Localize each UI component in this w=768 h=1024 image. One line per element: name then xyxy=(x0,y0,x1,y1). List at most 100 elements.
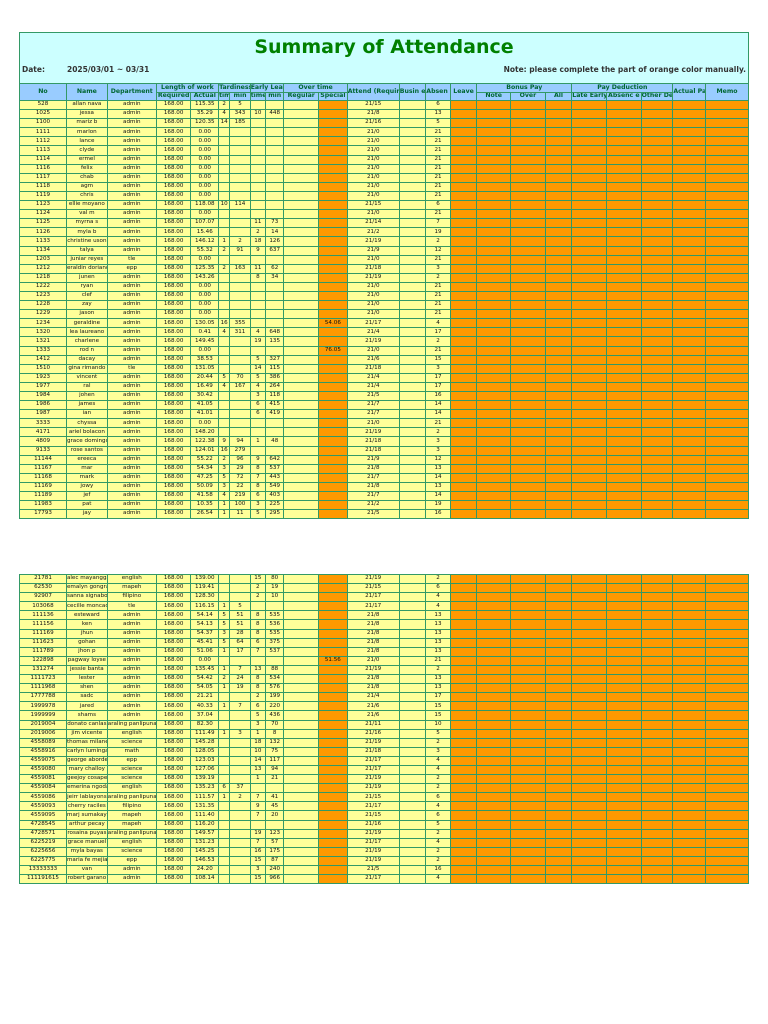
cell-bonus-over[interactable] xyxy=(510,400,546,411)
cell-overtime-special[interactable] xyxy=(318,309,348,320)
cell-deduction-absence[interactable] xyxy=(605,710,642,721)
cell-actual[interactable]: 131.05 xyxy=(190,363,220,374)
cell-actual-pay[interactable] xyxy=(672,746,706,757)
cell-early-min[interactable]: 34 xyxy=(265,272,285,283)
cell-other-deduction[interactable] xyxy=(640,619,674,630)
cell-attend[interactable]: 21/17 xyxy=(346,601,400,612)
cell-business-trip[interactable] xyxy=(398,601,427,612)
cell-late-early-leave[interactable] xyxy=(571,227,607,238)
cell-tardiness-min[interactable]: 3 xyxy=(229,728,251,739)
cell-no[interactable]: 1116 xyxy=(19,163,67,174)
cell-leave[interactable] xyxy=(449,710,478,721)
cell-required[interactable]: 168.00 xyxy=(155,418,192,429)
cell-early-min[interactable]: 118 xyxy=(265,390,285,402)
cell-deduction-absence[interactable] xyxy=(605,263,642,274)
cell-actual-pay[interactable] xyxy=(672,801,706,812)
cell-leave[interactable] xyxy=(449,610,478,621)
cell-tardiness-time[interactable] xyxy=(218,290,231,302)
cell-overtime-regular[interactable] xyxy=(283,272,320,283)
cell-bonus-over[interactable] xyxy=(510,109,546,120)
cell-early-time[interactable]: 3 xyxy=(249,390,267,402)
cell-business-trip[interactable] xyxy=(398,828,427,839)
cell-bonus-note[interactable] xyxy=(476,637,511,648)
cell-memo[interactable] xyxy=(705,381,749,393)
cell-attend[interactable]: 21/6 xyxy=(346,701,400,712)
cell-name[interactable]: ryan xyxy=(65,281,108,292)
cell-actual[interactable]: 146.12 xyxy=(190,236,220,247)
cell-name[interactable]: maria fe mejia xyxy=(65,855,108,867)
cell-overtime-regular[interactable] xyxy=(283,445,320,456)
cell-tardiness-min[interactable]: 2 xyxy=(229,792,251,803)
cell-bonus-over[interactable] xyxy=(510,363,546,374)
cell-bonus-note[interactable] xyxy=(476,601,511,612)
cell-tardiness-time[interactable] xyxy=(218,354,231,365)
cell-leave[interactable] xyxy=(449,390,478,402)
cell-tardiness-min[interactable] xyxy=(229,409,251,420)
cell-no[interactable]: 21781 xyxy=(19,573,67,585)
cell-other-deduction[interactable] xyxy=(640,628,674,639)
cell-attend[interactable]: 21/8 xyxy=(346,646,400,657)
cell-overtime-regular[interactable] xyxy=(283,145,320,156)
cell-early-min[interactable]: 199 xyxy=(264,692,285,703)
cell-bonus-over[interactable] xyxy=(509,619,546,630)
cell-tardiness-time[interactable]: 1 xyxy=(218,792,231,803)
cell-absence[interactable]: 17 xyxy=(425,372,451,383)
cell-memo[interactable] xyxy=(704,573,750,585)
cell-tardiness-min[interactable] xyxy=(229,300,251,311)
cell-early-time[interactable] xyxy=(249,209,267,220)
cell-department[interactable]: tle xyxy=(106,601,157,612)
cell-early-min[interactable]: 415 xyxy=(265,400,285,411)
cell-business-trip[interactable] xyxy=(398,163,427,174)
cell-leave[interactable] xyxy=(449,764,478,776)
cell-bonus-all[interactable] xyxy=(544,436,573,447)
cell-tardiness-time[interactable]: 4 xyxy=(218,109,231,120)
cell-actual-pay[interactable] xyxy=(672,500,706,511)
cell-tardiness-min[interactable] xyxy=(229,819,251,830)
cell-overtime-regular[interactable] xyxy=(283,764,320,776)
cell-overtime-regular[interactable] xyxy=(283,801,320,812)
cell-bonus-over[interactable] xyxy=(510,500,546,511)
cell-overtime-regular[interactable] xyxy=(283,655,320,666)
cell-actual-pay[interactable] xyxy=(672,864,706,876)
cell-tardiness-time[interactable] xyxy=(218,227,231,238)
cell-tardiness-min[interactable] xyxy=(229,227,251,238)
cell-tardiness-time[interactable] xyxy=(218,874,231,885)
cell-business-trip[interactable] xyxy=(398,746,427,757)
cell-early-time[interactable] xyxy=(249,819,266,830)
cell-name[interactable]: talya xyxy=(65,245,108,256)
cell-no[interactable]: 528 xyxy=(19,99,67,111)
cell-absence[interactable]: 2 xyxy=(425,774,451,785)
cell-no[interactable]: 111623 xyxy=(19,637,67,648)
cell-late-early-leave[interactable] xyxy=(571,819,607,830)
cell-deduction-absence[interactable] xyxy=(605,764,642,776)
cell-bonus-over[interactable] xyxy=(510,381,546,393)
cell-overtime-special[interactable] xyxy=(318,218,348,229)
cell-bonus-note[interactable] xyxy=(476,418,511,429)
cell-other-deduction[interactable] xyxy=(640,372,674,383)
cell-bonus-note[interactable] xyxy=(476,409,511,420)
cell-bonus-all[interactable] xyxy=(544,336,573,347)
cell-bonus-note[interactable] xyxy=(476,864,511,876)
cell-deduction-absence[interactable] xyxy=(605,674,642,685)
cell-actual[interactable]: 51.06 xyxy=(190,646,220,657)
cell-business-trip[interactable] xyxy=(398,99,427,111)
cell-bonus-note[interactable] xyxy=(476,145,511,156)
cell-bonus-all[interactable] xyxy=(544,363,573,374)
cell-name[interactable]: marj sumakay xyxy=(65,810,108,821)
cell-deduction-absence[interactable] xyxy=(605,290,642,302)
cell-absence[interactable]: 21 xyxy=(425,281,451,292)
cell-overtime-special[interactable] xyxy=(318,472,348,483)
cell-absence[interactable]: 4 xyxy=(425,318,451,329)
cell-actual[interactable]: 111.57 xyxy=(190,792,220,803)
cell-name[interactable]: ereeca xyxy=(65,454,108,465)
cell-tardiness-min[interactable] xyxy=(229,363,251,374)
cell-bonus-all[interactable] xyxy=(544,683,573,694)
cell-deduction-absence[interactable] xyxy=(605,445,642,456)
cell-memo[interactable] xyxy=(705,472,749,483)
cell-bonus-note[interactable] xyxy=(476,500,511,511)
cell-other-deduction[interactable] xyxy=(640,454,674,465)
cell-early-time[interactable] xyxy=(249,300,267,311)
cell-absence[interactable]: 5 xyxy=(425,728,451,739)
cell-deduction-absence[interactable] xyxy=(605,628,642,639)
cell-memo[interactable] xyxy=(705,509,749,520)
